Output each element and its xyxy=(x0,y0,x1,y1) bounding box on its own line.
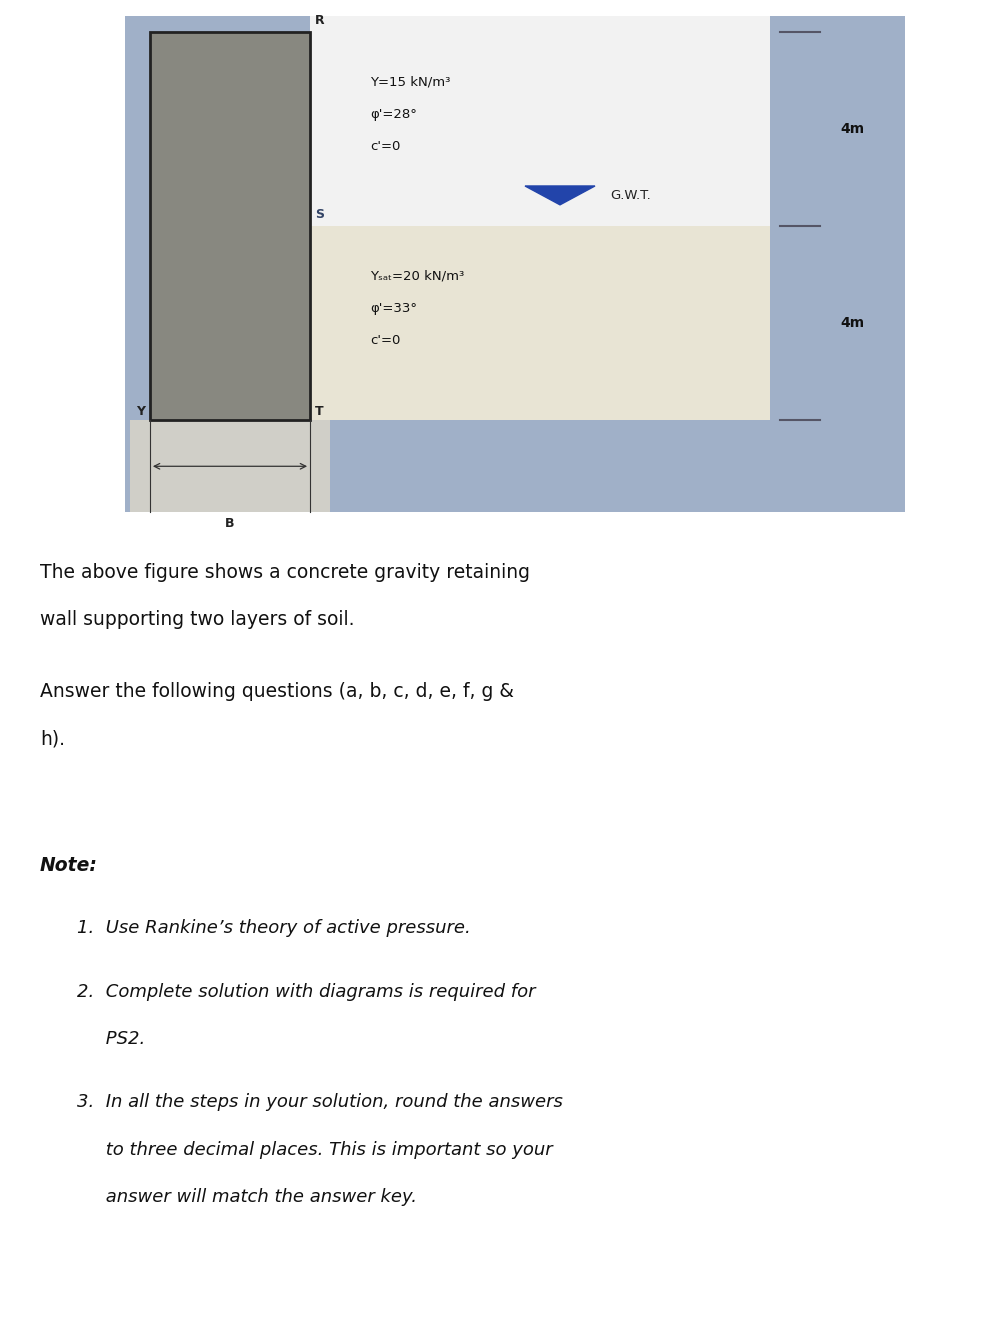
Text: Yₛₐₜ=20 kN/m³: Yₛₐₜ=20 kN/m³ xyxy=(370,269,464,282)
Polygon shape xyxy=(525,186,595,205)
Text: R: R xyxy=(315,13,325,27)
Text: The above figure shows a concrete gravity retaining: The above figure shows a concrete gravit… xyxy=(40,563,530,582)
Text: 1.  Use Rankine’s theory of active pressure.: 1. Use Rankine’s theory of active pressu… xyxy=(77,920,471,937)
Bar xyxy=(130,421,330,512)
Bar xyxy=(310,16,770,32)
Text: φ'=28°: φ'=28° xyxy=(370,108,417,121)
Text: wall supporting two layers of soil.: wall supporting two layers of soil. xyxy=(40,611,354,630)
Text: c'=0: c'=0 xyxy=(370,334,400,347)
Bar xyxy=(310,32,770,226)
Text: 4m: 4m xyxy=(840,122,864,136)
Text: 4m: 4m xyxy=(840,317,864,330)
Bar xyxy=(150,32,310,421)
Text: T: T xyxy=(315,405,324,418)
Text: S: S xyxy=(315,208,324,221)
Text: Answer the following questions (a, b, c, d, e, f, g &: Answer the following questions (a, b, c,… xyxy=(40,681,514,700)
Text: h).: h). xyxy=(40,729,65,748)
Text: φ'=33°: φ'=33° xyxy=(370,302,417,315)
Text: Y: Y xyxy=(136,405,145,418)
Text: answer will match the answer key.: answer will match the answer key. xyxy=(77,1189,417,1206)
Text: 2.  Complete solution with diagrams is required for: 2. Complete solution with diagrams is re… xyxy=(77,982,535,1001)
Text: 3.  In all the steps in your solution, round the answers: 3. In all the steps in your solution, ro… xyxy=(77,1094,563,1111)
Bar xyxy=(310,226,770,421)
Text: Y=15 kN/m³: Y=15 kN/m³ xyxy=(370,76,450,88)
Text: Note:: Note: xyxy=(40,856,98,874)
Text: B: B xyxy=(225,518,235,531)
Bar xyxy=(125,16,905,512)
Text: G.W.T.: G.W.T. xyxy=(610,189,651,202)
Text: c'=0: c'=0 xyxy=(370,140,400,153)
Text: to three decimal places. This is important so your: to three decimal places. This is importa… xyxy=(77,1141,552,1159)
Text: PS2.: PS2. xyxy=(77,1030,145,1047)
